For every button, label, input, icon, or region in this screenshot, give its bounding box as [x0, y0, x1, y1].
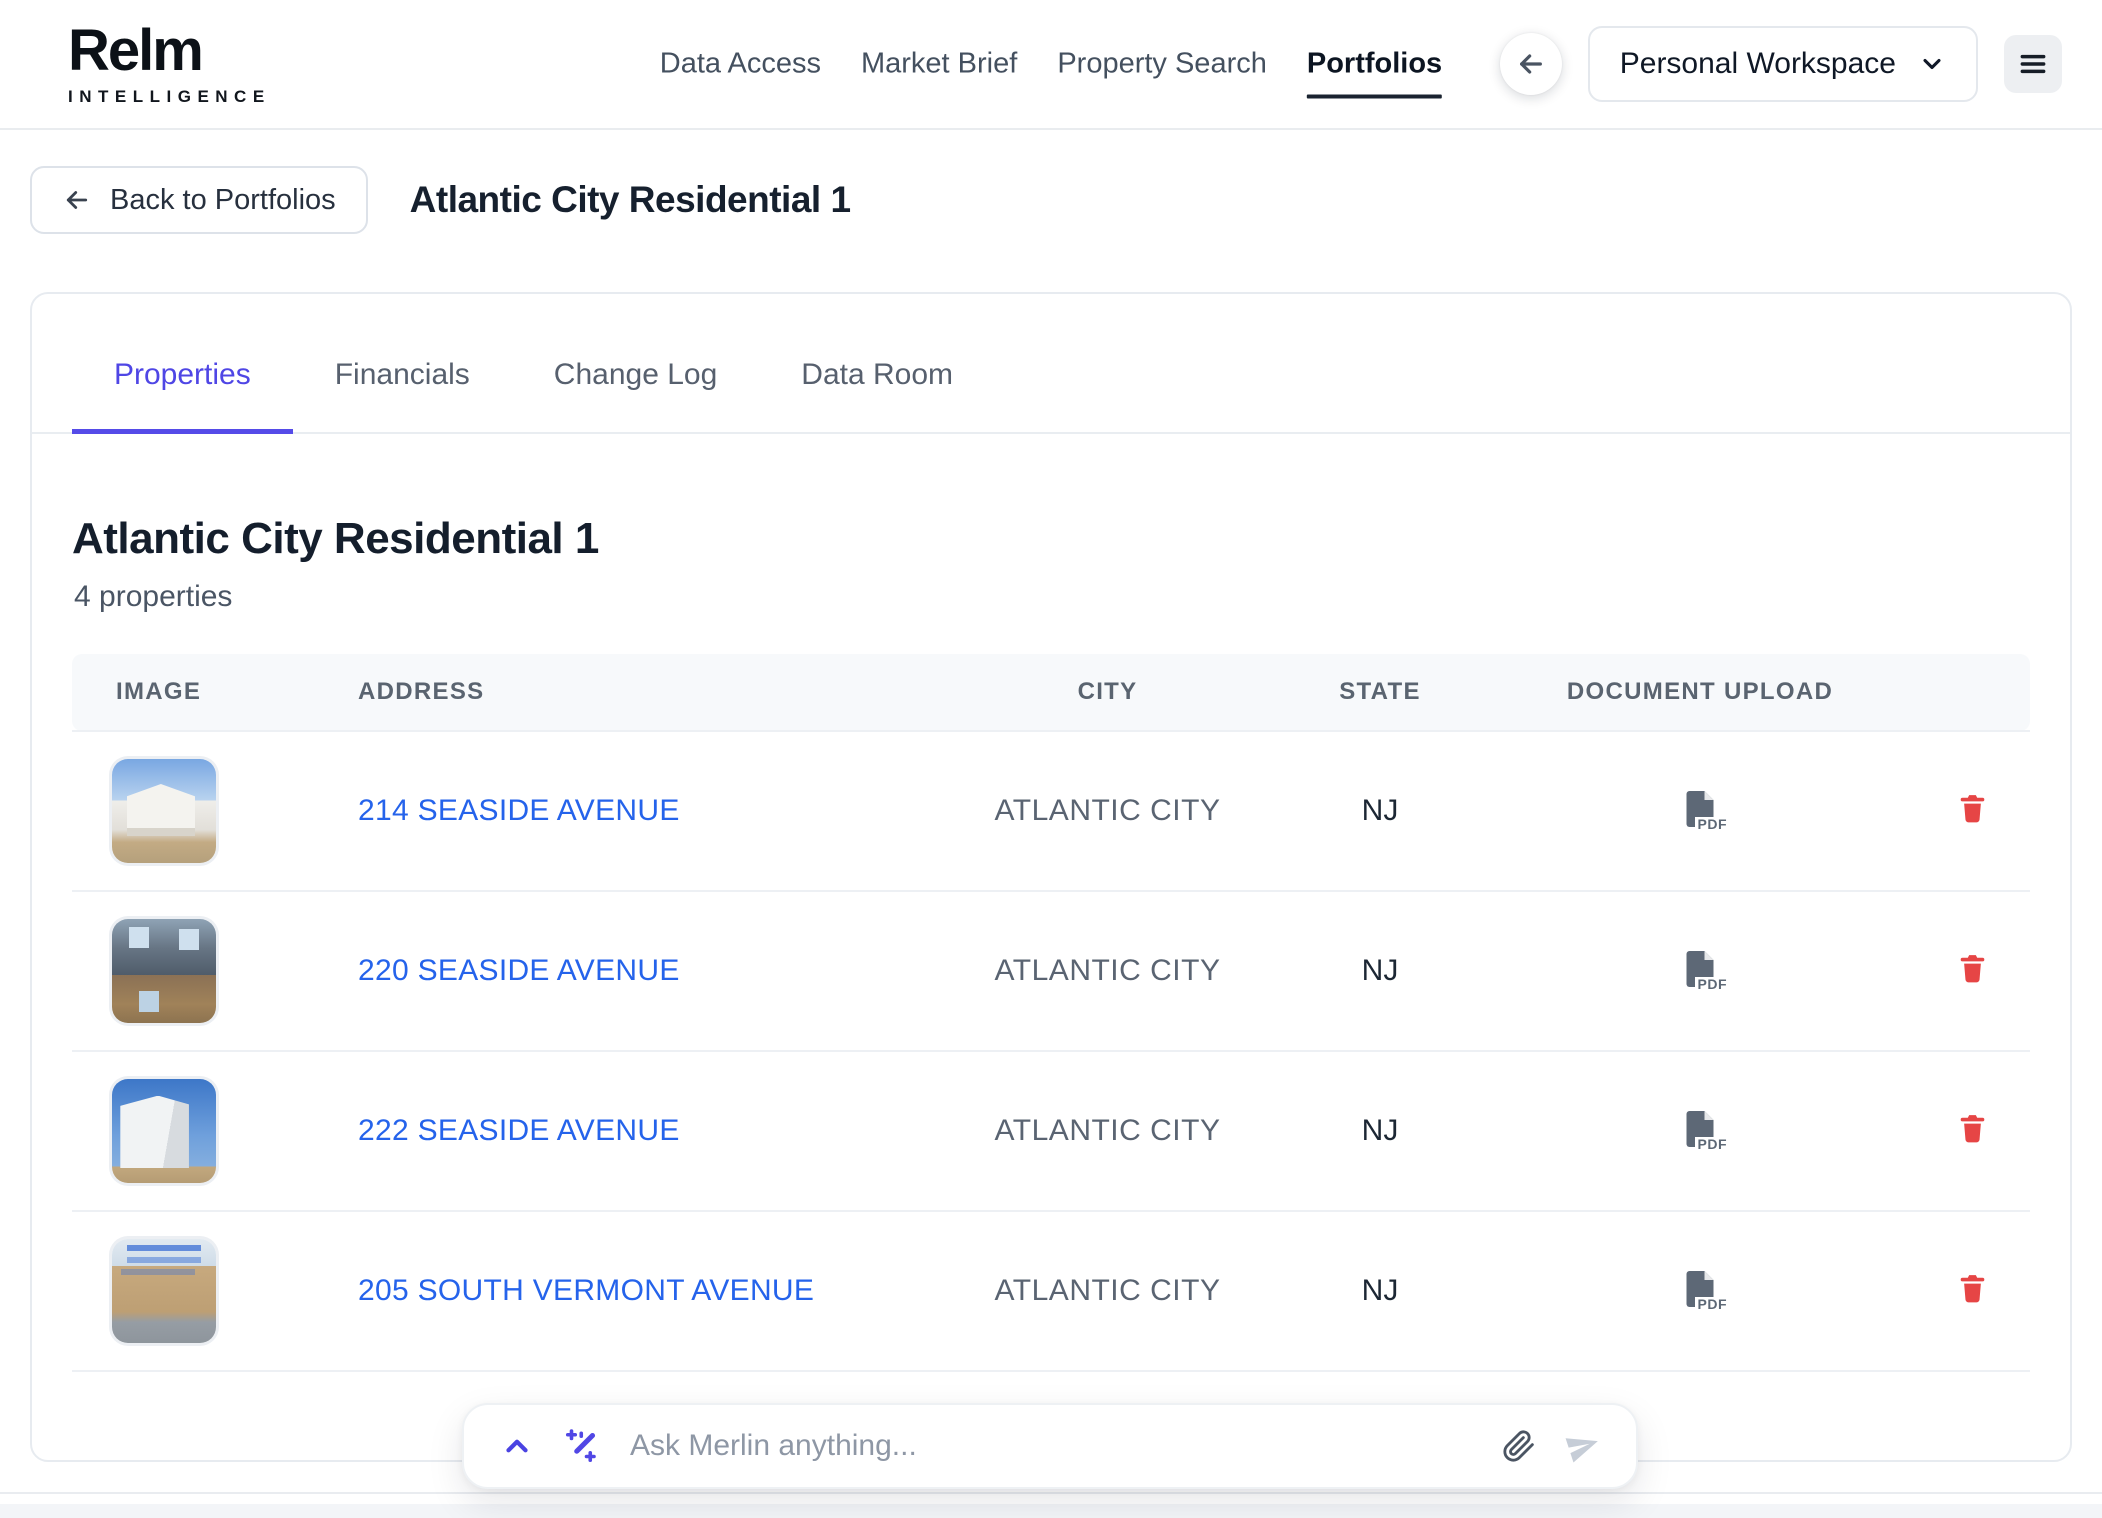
pdf-document-button[interactable]: PDF [1685, 950, 1727, 991]
send-button[interactable] [1565, 1429, 1600, 1463]
property-count: 4 properties [74, 580, 233, 613]
property-photo[interactable] [112, 1239, 216, 1343]
nav-item-market-brief[interactable]: Market Brief [860, 47, 1018, 80]
workspace-label: Personal Workspace [1619, 47, 1896, 80]
hamburger-menu-button[interactable] [2004, 35, 2062, 93]
table-row: 205 SOUTH VERMONT AVENUE ATLANTIC CITY N… [72, 1210, 2030, 1372]
column-header-actions [1890, 654, 2030, 731]
table-row: 220 SEASIDE AVENUE ATLANTIC CITY NJ PDF [72, 890, 2030, 1051]
pdf-badge-label: PDF [1694, 816, 1727, 831]
hamburger-icon [2017, 48, 2049, 80]
brand-logo[interactable]: Relm INTELLIGENCE [68, 17, 271, 107]
assistant-bar [462, 1403, 1638, 1489]
brand-tagline: INTELLIGENCE [68, 86, 271, 106]
top-navigation-bar: Relm INTELLIGENCE Data Access Market Bri… [0, 0, 2102, 130]
paper-plane-icon [1565, 1429, 1600, 1463]
nav-item-portfolios[interactable]: Portfolios [1306, 47, 1443, 99]
property-address-link[interactable]: 214 SEASIDE AVENUE [358, 794, 680, 827]
delete-row-button[interactable] [1959, 1274, 1986, 1303]
magic-wand-icon [564, 1428, 600, 1464]
column-header-city: CITY [965, 654, 1250, 731]
tab-bar: Properties Financials Change Log Data Ro… [32, 294, 2070, 434]
assistant-input[interactable] [630, 1429, 1472, 1463]
delete-row-button[interactable] [1959, 954, 1986, 983]
pdf-badge-label: PDF [1694, 1296, 1727, 1311]
pdf-badge-label: PDF [1694, 976, 1727, 991]
city-cell: ATLANTIC CITY [965, 730, 1250, 891]
collapse-button[interactable] [500, 1429, 534, 1463]
property-address-link[interactable]: 205 SOUTH VERMONT AVENUE [358, 1274, 815, 1307]
trash-icon [1959, 1274, 1986, 1303]
chevron-up-icon [500, 1429, 534, 1463]
history-back-button[interactable] [1499, 33, 1562, 95]
tab-data-room[interactable]: Data Room [801, 358, 954, 391]
brand-name: Relm [68, 17, 204, 83]
property-photo[interactable] [112, 1079, 216, 1183]
portfolio-card: Properties Financials Change Log Data Ro… [30, 292, 2072, 1462]
arrow-left-icon [1515, 48, 1547, 80]
table-row: 222 SEASIDE AVENUE ATLANTIC CITY NJ PDF [72, 1050, 2030, 1211]
pdf-document-button[interactable]: PDF [1685, 1270, 1727, 1311]
topbar-actions: Personal Workspace [1499, 26, 2062, 102]
delete-row-button[interactable] [1959, 1114, 1986, 1143]
state-cell: NJ [1250, 1210, 1510, 1372]
city-cell: ATLANTIC CITY [965, 890, 1250, 1051]
back-button-label: Back to Portfolios [110, 183, 336, 216]
page-title: Atlantic City Residential 1 [409, 179, 851, 220]
city-cell: ATLANTIC CITY [965, 1210, 1250, 1372]
nav-item-property-search[interactable]: Property Search [1057, 47, 1267, 80]
column-header-image: IMAGE [72, 654, 358, 731]
workspace-selector[interactable]: Personal Workspace [1587, 26, 1978, 102]
state-cell: NJ [1250, 890, 1510, 1051]
page-bottom-strip [0, 1504, 2102, 1518]
attach-button[interactable] [1502, 1429, 1536, 1463]
table-row: 214 SEASIDE AVENUE ATLANTIC CITY NJ PDF [72, 730, 2030, 891]
state-cell: NJ [1250, 1050, 1510, 1211]
tab-financials[interactable]: Financials [334, 358, 470, 391]
column-header-document-upload: DOCUMENT UPLOAD [1510, 654, 1890, 731]
state-cell: NJ [1250, 730, 1510, 891]
chevron-down-icon [1918, 50, 1946, 78]
trash-icon [1959, 1114, 1986, 1143]
nav-item-data-access[interactable]: Data Access [659, 47, 821, 80]
property-photo[interactable] [112, 759, 216, 863]
property-photo[interactable] [112, 919, 216, 1023]
column-header-state: STATE [1250, 654, 1510, 731]
main-nav: Data Access Market Brief Property Search… [659, 47, 1443, 99]
city-cell: ATLANTIC CITY [965, 1050, 1250, 1211]
trash-icon [1959, 794, 1986, 823]
portfolio-title: Atlantic City Residential 1 [72, 514, 599, 563]
pdf-document-button[interactable]: PDF [1685, 1110, 1727, 1151]
column-header-address: ADDRESS [358, 654, 965, 731]
tab-change-log[interactable]: Change Log [553, 358, 718, 391]
delete-row-button[interactable] [1959, 794, 1986, 823]
page-header: Back to Portfolios Atlantic City Residen… [0, 130, 2102, 234]
tab-properties[interactable]: Properties [72, 358, 293, 434]
pdf-badge-label: PDF [1694, 1136, 1727, 1151]
property-address-link[interactable]: 222 SEASIDE AVENUE [358, 1114, 680, 1147]
property-address-link[interactable]: 220 SEASIDE AVENUE [358, 954, 680, 987]
paperclip-icon [1502, 1429, 1536, 1463]
table-header-row: IMAGE ADDRESS CITY STATE DOCUMENT UPLOAD [72, 654, 2030, 731]
arrow-left-icon [62, 185, 92, 215]
trash-icon [1959, 954, 1986, 983]
pdf-document-button[interactable]: PDF [1685, 790, 1727, 831]
page-bottom-divider [0, 1492, 2102, 1494]
back-to-portfolios-button[interactable]: Back to Portfolios [30, 166, 368, 234]
properties-table: IMAGE ADDRESS CITY STATE DOCUMENT UPLOAD… [72, 654, 2030, 1372]
